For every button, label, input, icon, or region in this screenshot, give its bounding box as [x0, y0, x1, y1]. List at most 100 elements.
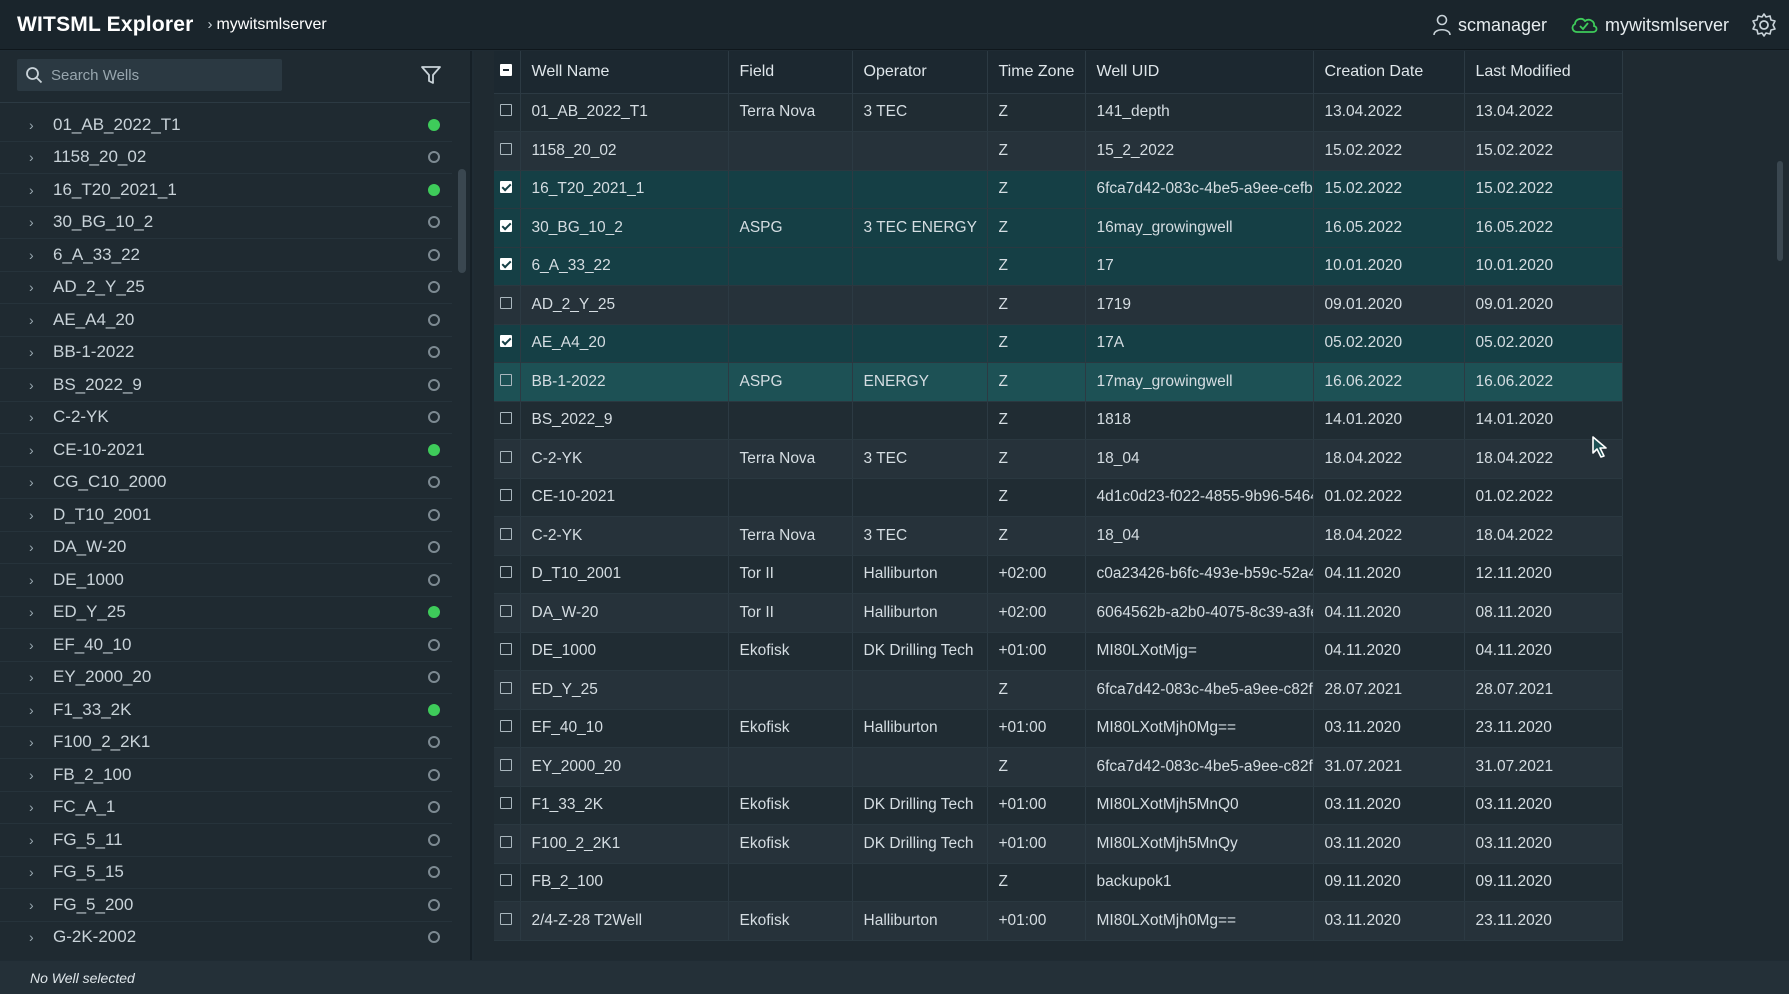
row-checkbox[interactable]: [500, 527, 512, 540]
chevron-right-icon[interactable]: ›: [29, 896, 34, 913]
well-list-item[interactable]: › EY_2000_20: [0, 662, 452, 694]
row-checkbox[interactable]: [500, 758, 512, 771]
table-row[interactable]: D_T10_2001 Tor II Halliburton +02:00 c0a2342…: [494, 555, 1623, 594]
row-checkbox[interactable]: [500, 874, 512, 887]
table-row[interactable]: C-2-YK Terra Nova 3 TEC Z 18_04 18.04.2022 18.…: [494, 516, 1623, 556]
column-header[interactable]: Creation Date: [1313, 51, 1465, 94]
column-header[interactable]: Well UID: [1085, 51, 1314, 94]
table-row[interactable]: 6_A_33_22 Z 17 10.01.2020 10.01.2020: [494, 247, 1623, 286]
row-checkbox[interactable]: [500, 450, 512, 463]
well-list-item[interactable]: › F1_33_2K: [0, 694, 452, 727]
row-checkbox[interactable]: [500, 296, 512, 309]
well-list-item[interactable]: › FB_2_100: [0, 759, 452, 792]
well-list-item[interactable]: › 01_AB_2022_T1: [0, 109, 452, 142]
well-list-item[interactable]: › ED_Y_25: [0, 597, 452, 629]
chevron-right-icon[interactable]: ›: [29, 929, 34, 946]
table-row[interactable]: 30_BG_10_2 ASPG 3 TEC ENERGY Z 16may_growing…: [494, 208, 1623, 248]
column-header[interactable]: Field: [728, 51, 853, 94]
chevron-right-icon[interactable]: ›: [29, 766, 34, 783]
chevron-right-icon[interactable]: ›: [29, 864, 34, 881]
settings-button[interactable]: [1751, 12, 1777, 38]
table-row[interactable]: BB-1-2022 ASPG ENERGY Z 17may_growingwell 16.…: [494, 362, 1623, 402]
chevron-right-icon[interactable]: ›: [29, 799, 34, 816]
filter-button[interactable]: [420, 64, 442, 91]
table-row[interactable]: CE-10-2021 Z 4d1c0d23-f022-4855-9b96-5464.…: [494, 478, 1623, 517]
column-header[interactable]: Operator: [852, 51, 988, 94]
well-list-item[interactable]: › D_T10_2001: [0, 499, 452, 532]
well-list-item[interactable]: › FG_5_200: [0, 889, 452, 922]
well-list-item[interactable]: › FC_A_1: [0, 792, 452, 824]
search-box[interactable]: [17, 59, 282, 91]
row-checkbox[interactable]: [500, 912, 512, 925]
table-row[interactable]: 01_AB_2022_T1 Terra Nova 3 TEC Z 141_depth 13…: [494, 93, 1623, 132]
well-list-item[interactable]: › C-2-YK: [0, 402, 452, 434]
well-list-item[interactable]: › G-2K-2002: [0, 922, 452, 950]
table-row[interactable]: BS_2022_9 Z 1818 14.01.2020 14.01.2020: [494, 401, 1623, 440]
well-list-item[interactable]: › 6_A_33_22: [0, 239, 452, 272]
table-scrollbar[interactable]: [1777, 161, 1783, 261]
chevron-right-icon[interactable]: ›: [29, 506, 34, 523]
table-row[interactable]: AD_2_Y_25 Z 1719 09.01.2020 09.01.2020: [494, 285, 1623, 325]
well-list-item[interactable]: › BS_2022_9: [0, 369, 452, 402]
well-list-item[interactable]: › F100_2_2K1: [0, 727, 452, 759]
server-menu[interactable]: mywitsmlserver: [1569, 14, 1729, 36]
row-checkbox[interactable]: [500, 643, 512, 656]
row-checkbox[interactable]: [500, 181, 512, 194]
table-row[interactable]: DA_W-20 Tor II Halliburton +02:00 6064562b-a…: [494, 593, 1623, 633]
well-list-item[interactable]: › DA_W-20: [0, 532, 452, 564]
well-list-item[interactable]: › CG_C10_2000: [0, 467, 452, 499]
chevron-right-icon[interactable]: ›: [29, 474, 34, 491]
chevron-right-icon[interactable]: ›: [29, 279, 34, 296]
chevron-right-icon[interactable]: ›: [29, 571, 34, 588]
chevron-right-icon[interactable]: ›: [29, 636, 34, 653]
table-row[interactable]: 16_T20_2021_1 Z 6fca7d42-083c-4be5-a9ee-ce…: [494, 170, 1623, 209]
row-checkbox[interactable]: [500, 566, 512, 579]
well-list-item[interactable]: › AE_A4_20: [0, 304, 452, 337]
well-list-item[interactable]: › DE_1000: [0, 564, 452, 597]
user-menu[interactable]: scmanager: [1432, 14, 1547, 36]
well-list-item[interactable]: › 16_T20_2021_1: [0, 174, 452, 207]
chevron-right-icon[interactable]: ›: [29, 539, 34, 556]
row-checkbox[interactable]: [500, 604, 512, 617]
row-checkbox[interactable]: [500, 373, 512, 386]
column-header[interactable]: Last Modified: [1464, 51, 1623, 94]
chevron-right-icon[interactable]: ›: [29, 441, 34, 458]
row-checkbox[interactable]: [500, 335, 512, 348]
chevron-right-icon[interactable]: ›: [29, 149, 34, 166]
row-checkbox[interactable]: [500, 489, 512, 502]
row-checkbox[interactable]: [500, 681, 512, 694]
chevron-right-icon[interactable]: ›: [29, 214, 34, 231]
row-checkbox[interactable]: [500, 142, 512, 155]
row-checkbox[interactable]: [500, 104, 512, 117]
row-checkbox[interactable]: [500, 720, 512, 733]
table-row[interactable]: C-2-YK Terra Nova 3 TEC Z 18_04 18.04.2022 18.…: [494, 439, 1623, 479]
table-row[interactable]: EY_2000_20 Z 6fca7d42-083c-4be5-a9ee-c82fb…: [494, 747, 1623, 787]
table-row[interactable]: AE_A4_20 Z 17A 05.02.2020 05.02.2020: [494, 324, 1623, 363]
table-row[interactable]: DE_1000 Ekofisk DK Drilling Tech +01:00 MI80…: [494, 632, 1623, 671]
well-list-item[interactable]: › FG_5_11: [0, 824, 452, 857]
chevron-right-icon[interactable]: ›: [29, 701, 34, 718]
table-row[interactable]: F100_2_2K1 Ekofisk DK Drilling Tech +01:00 M…: [494, 824, 1623, 864]
row-checkbox[interactable]: [500, 835, 512, 848]
column-header[interactable]: Well Name: [520, 51, 729, 94]
well-list-item[interactable]: › AD_2_Y_25: [0, 272, 452, 304]
select-all-checkbox[interactable]: [500, 63, 512, 76]
well-list-item[interactable]: › FG_5_15: [0, 857, 452, 889]
chevron-right-icon[interactable]: ›: [29, 734, 34, 751]
well-list-item[interactable]: › 1158_20_02: [0, 142, 452, 174]
well-list-item[interactable]: › CE-10-2021: [0, 434, 452, 467]
table-row[interactable]: ED_Y_25 Z 6fca7d42-083c-4be5-a9ee-c82fb...…: [494, 670, 1623, 710]
table-row[interactable]: EF_40_10 Ekofisk Halliburton +01:00 MI80LXot…: [494, 709, 1623, 748]
chevron-right-icon[interactable]: ›: [29, 311, 34, 328]
chevron-right-icon[interactable]: ›: [29, 669, 34, 686]
table-row[interactable]: 1158_20_02 Z 15_2_2022 15.02.2022 15.02.2022: [494, 131, 1623, 171]
chevron-right-icon[interactable]: ›: [29, 246, 34, 263]
sidebar-scrollbar[interactable]: [458, 169, 466, 273]
row-checkbox[interactable]: [500, 412, 512, 425]
app-title[interactable]: WITSML Explorer: [17, 12, 194, 36]
chevron-right-icon[interactable]: ›: [29, 116, 34, 133]
chevron-right-icon[interactable]: ›: [29, 376, 34, 393]
chevron-right-icon[interactable]: ›: [29, 344, 34, 361]
well-list-item[interactable]: › BB-1-2022: [0, 337, 452, 369]
column-header[interactable]: Time Zone: [987, 51, 1086, 94]
